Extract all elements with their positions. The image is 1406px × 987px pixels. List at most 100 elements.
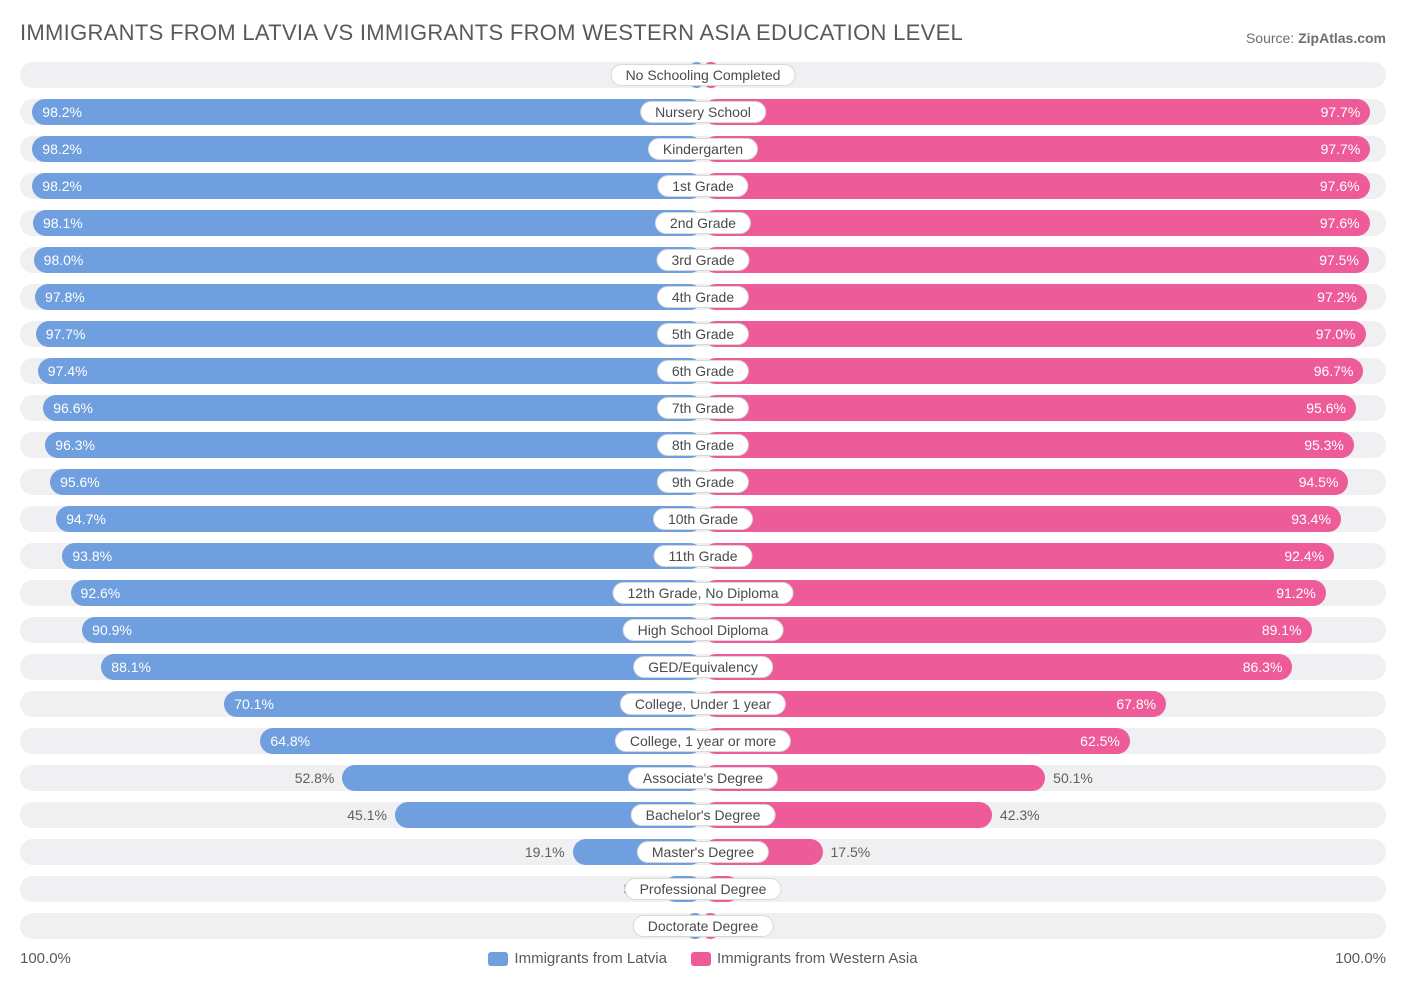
value-left: 98.2% xyxy=(42,141,82,157)
value-right: 97.6% xyxy=(1320,215,1360,231)
value-left: 98.2% xyxy=(42,178,82,194)
category-label: College, 1 year or more xyxy=(615,730,791,752)
legend-item-left: Immigrants from Latvia xyxy=(488,950,667,967)
bar-right: 97.7% xyxy=(703,99,1370,125)
bar-left: 97.8% xyxy=(35,284,703,310)
category-label: 9th Grade xyxy=(657,471,749,493)
category-label: 7th Grade xyxy=(657,397,749,419)
value-left: 98.1% xyxy=(43,215,83,231)
category-label: College, Under 1 year xyxy=(620,693,786,715)
source-label: Source: xyxy=(1246,30,1294,46)
chart-row: 98.0%97.5%3rd Grade xyxy=(20,247,1386,273)
bar-left: 93.8% xyxy=(62,543,703,569)
legend-swatch-right xyxy=(691,952,711,966)
bar-left: 98.1% xyxy=(33,210,703,236)
value-left: 52.8% xyxy=(295,770,335,786)
chart-title: IMMIGRANTS FROM LATVIA VS IMMIGRANTS FRO… xyxy=(20,20,963,46)
chart-row: 2.4%2.2%Doctorate Degree xyxy=(20,913,1386,939)
bar-right: 97.5% xyxy=(703,247,1369,273)
chart-header: IMMIGRANTS FROM LATVIA VS IMMIGRANTS FRO… xyxy=(20,20,1386,46)
chart-row: 70.1%67.8%College, Under 1 year xyxy=(20,691,1386,717)
value-left: 88.1% xyxy=(111,659,151,675)
category-label: 2nd Grade xyxy=(655,212,751,234)
value-left: 97.4% xyxy=(48,363,88,379)
bar-left: 94.7% xyxy=(56,506,703,532)
legend-label-right: Immigrants from Western Asia xyxy=(717,950,918,967)
chart-row: 98.2%97.6%1st Grade xyxy=(20,173,1386,199)
chart-row: 19.1%17.5%Master's Degree xyxy=(20,839,1386,865)
category-label: Bachelor's Degree xyxy=(631,804,776,826)
value-right: 97.0% xyxy=(1316,326,1356,342)
axis-right-label: 100.0% xyxy=(1335,950,1386,967)
source-value: ZipAtlas.com xyxy=(1298,30,1386,46)
diverging-bar-chart: 1.9%2.3%No Schooling Completed 98.2% 97.7%… xyxy=(20,62,1386,939)
value-left: 95.6% xyxy=(60,474,100,490)
value-right: 95.3% xyxy=(1304,437,1344,453)
value-right: 95.6% xyxy=(1306,400,1346,416)
chart-row: 97.7% 97.0% 5th Grade xyxy=(20,321,1386,347)
value-right: 91.2% xyxy=(1276,585,1316,601)
value-left: 92.6% xyxy=(81,585,121,601)
bar-left: 97.4% xyxy=(38,358,703,384)
chart-row: 97.4% 96.7% 6th Grade xyxy=(20,358,1386,384)
value-left: 97.7% xyxy=(46,326,86,342)
category-label: 6th Grade xyxy=(657,360,749,382)
category-label: 4th Grade xyxy=(657,286,749,308)
chart-row: 92.6% 91.2% 12th Grade, No Diploma xyxy=(20,580,1386,606)
category-label: 12th Grade, No Diploma xyxy=(613,582,794,604)
bar-right: 97.7% xyxy=(703,136,1370,162)
value-left: 98.2% xyxy=(42,104,82,120)
category-label: 3rd Grade xyxy=(656,249,749,271)
bar-right: 97.0% xyxy=(703,321,1366,347)
value-left: 45.1% xyxy=(347,807,387,823)
chart-row: 1.9%2.3%No Schooling Completed xyxy=(20,62,1386,88)
value-right: 97.7% xyxy=(1321,104,1361,120)
chart-row: 45.1%42.3%Bachelor's Degree xyxy=(20,802,1386,828)
bar-left: 98.0% xyxy=(34,247,703,273)
chart-row: 93.8%92.4%11th Grade xyxy=(20,543,1386,569)
chart-row: 97.8%97.2%4th Grade xyxy=(20,284,1386,310)
bar-right: 95.3% xyxy=(703,432,1354,458)
chart-row: 52.8%50.1%Associate's Degree xyxy=(20,765,1386,791)
category-label: No Schooling Completed xyxy=(611,64,796,86)
legend-swatch-left xyxy=(488,952,508,966)
bar-right: 94.5% xyxy=(703,469,1348,495)
legend-label-left: Immigrants from Latvia xyxy=(514,950,667,967)
bar-left: 98.2% xyxy=(32,136,703,162)
bar-left: 96.6% xyxy=(43,395,703,421)
axis-left-label: 100.0% xyxy=(20,950,71,967)
value-left: 96.3% xyxy=(55,437,95,453)
bar-left: 98.2% xyxy=(32,173,703,199)
legend-item-right: Immigrants from Western Asia xyxy=(691,950,918,967)
category-label: Doctorate Degree xyxy=(633,915,774,937)
category-label: GED/Equivalency xyxy=(633,656,773,678)
value-left: 64.8% xyxy=(270,733,310,749)
value-left: 70.1% xyxy=(234,696,274,712)
category-label: Kindergarten xyxy=(648,138,758,160)
value-right: 97.7% xyxy=(1321,141,1361,157)
category-label: Professional Degree xyxy=(625,878,782,900)
chart-row: 88.1%86.3%GED/Equivalency xyxy=(20,654,1386,680)
value-left: 94.7% xyxy=(66,511,106,527)
category-label: Nursery School xyxy=(640,101,766,123)
bar-left: 98.2% xyxy=(32,99,703,125)
value-right: 17.5% xyxy=(831,844,871,860)
value-right: 96.7% xyxy=(1314,363,1354,379)
bar-right: 96.7% xyxy=(703,358,1363,384)
bar-left: 95.6% xyxy=(50,469,703,495)
chart-row: 98.2% 97.7% Nursery School xyxy=(20,99,1386,125)
value-left: 97.8% xyxy=(45,289,85,305)
chart-row: 5.8%5.4%Professional Degree xyxy=(20,876,1386,902)
bar-left: 88.1% xyxy=(101,654,703,680)
category-label: 10th Grade xyxy=(653,508,753,530)
bar-right: 89.1% xyxy=(703,617,1312,643)
value-left: 90.9% xyxy=(92,622,132,638)
bar-right: 92.4% xyxy=(703,543,1334,569)
chart-legend: Immigrants from Latvia Immigrants from W… xyxy=(71,950,1335,967)
chart-row: 64.8%62.5%College, 1 year or more xyxy=(20,728,1386,754)
bar-right: 97.6% xyxy=(703,210,1370,236)
value-right: 89.1% xyxy=(1262,622,1302,638)
bar-right: 95.6% xyxy=(703,395,1356,421)
chart-footer: 100.0% Immigrants from Latvia Immigrants… xyxy=(20,950,1386,967)
category-label: 5th Grade xyxy=(657,323,749,345)
